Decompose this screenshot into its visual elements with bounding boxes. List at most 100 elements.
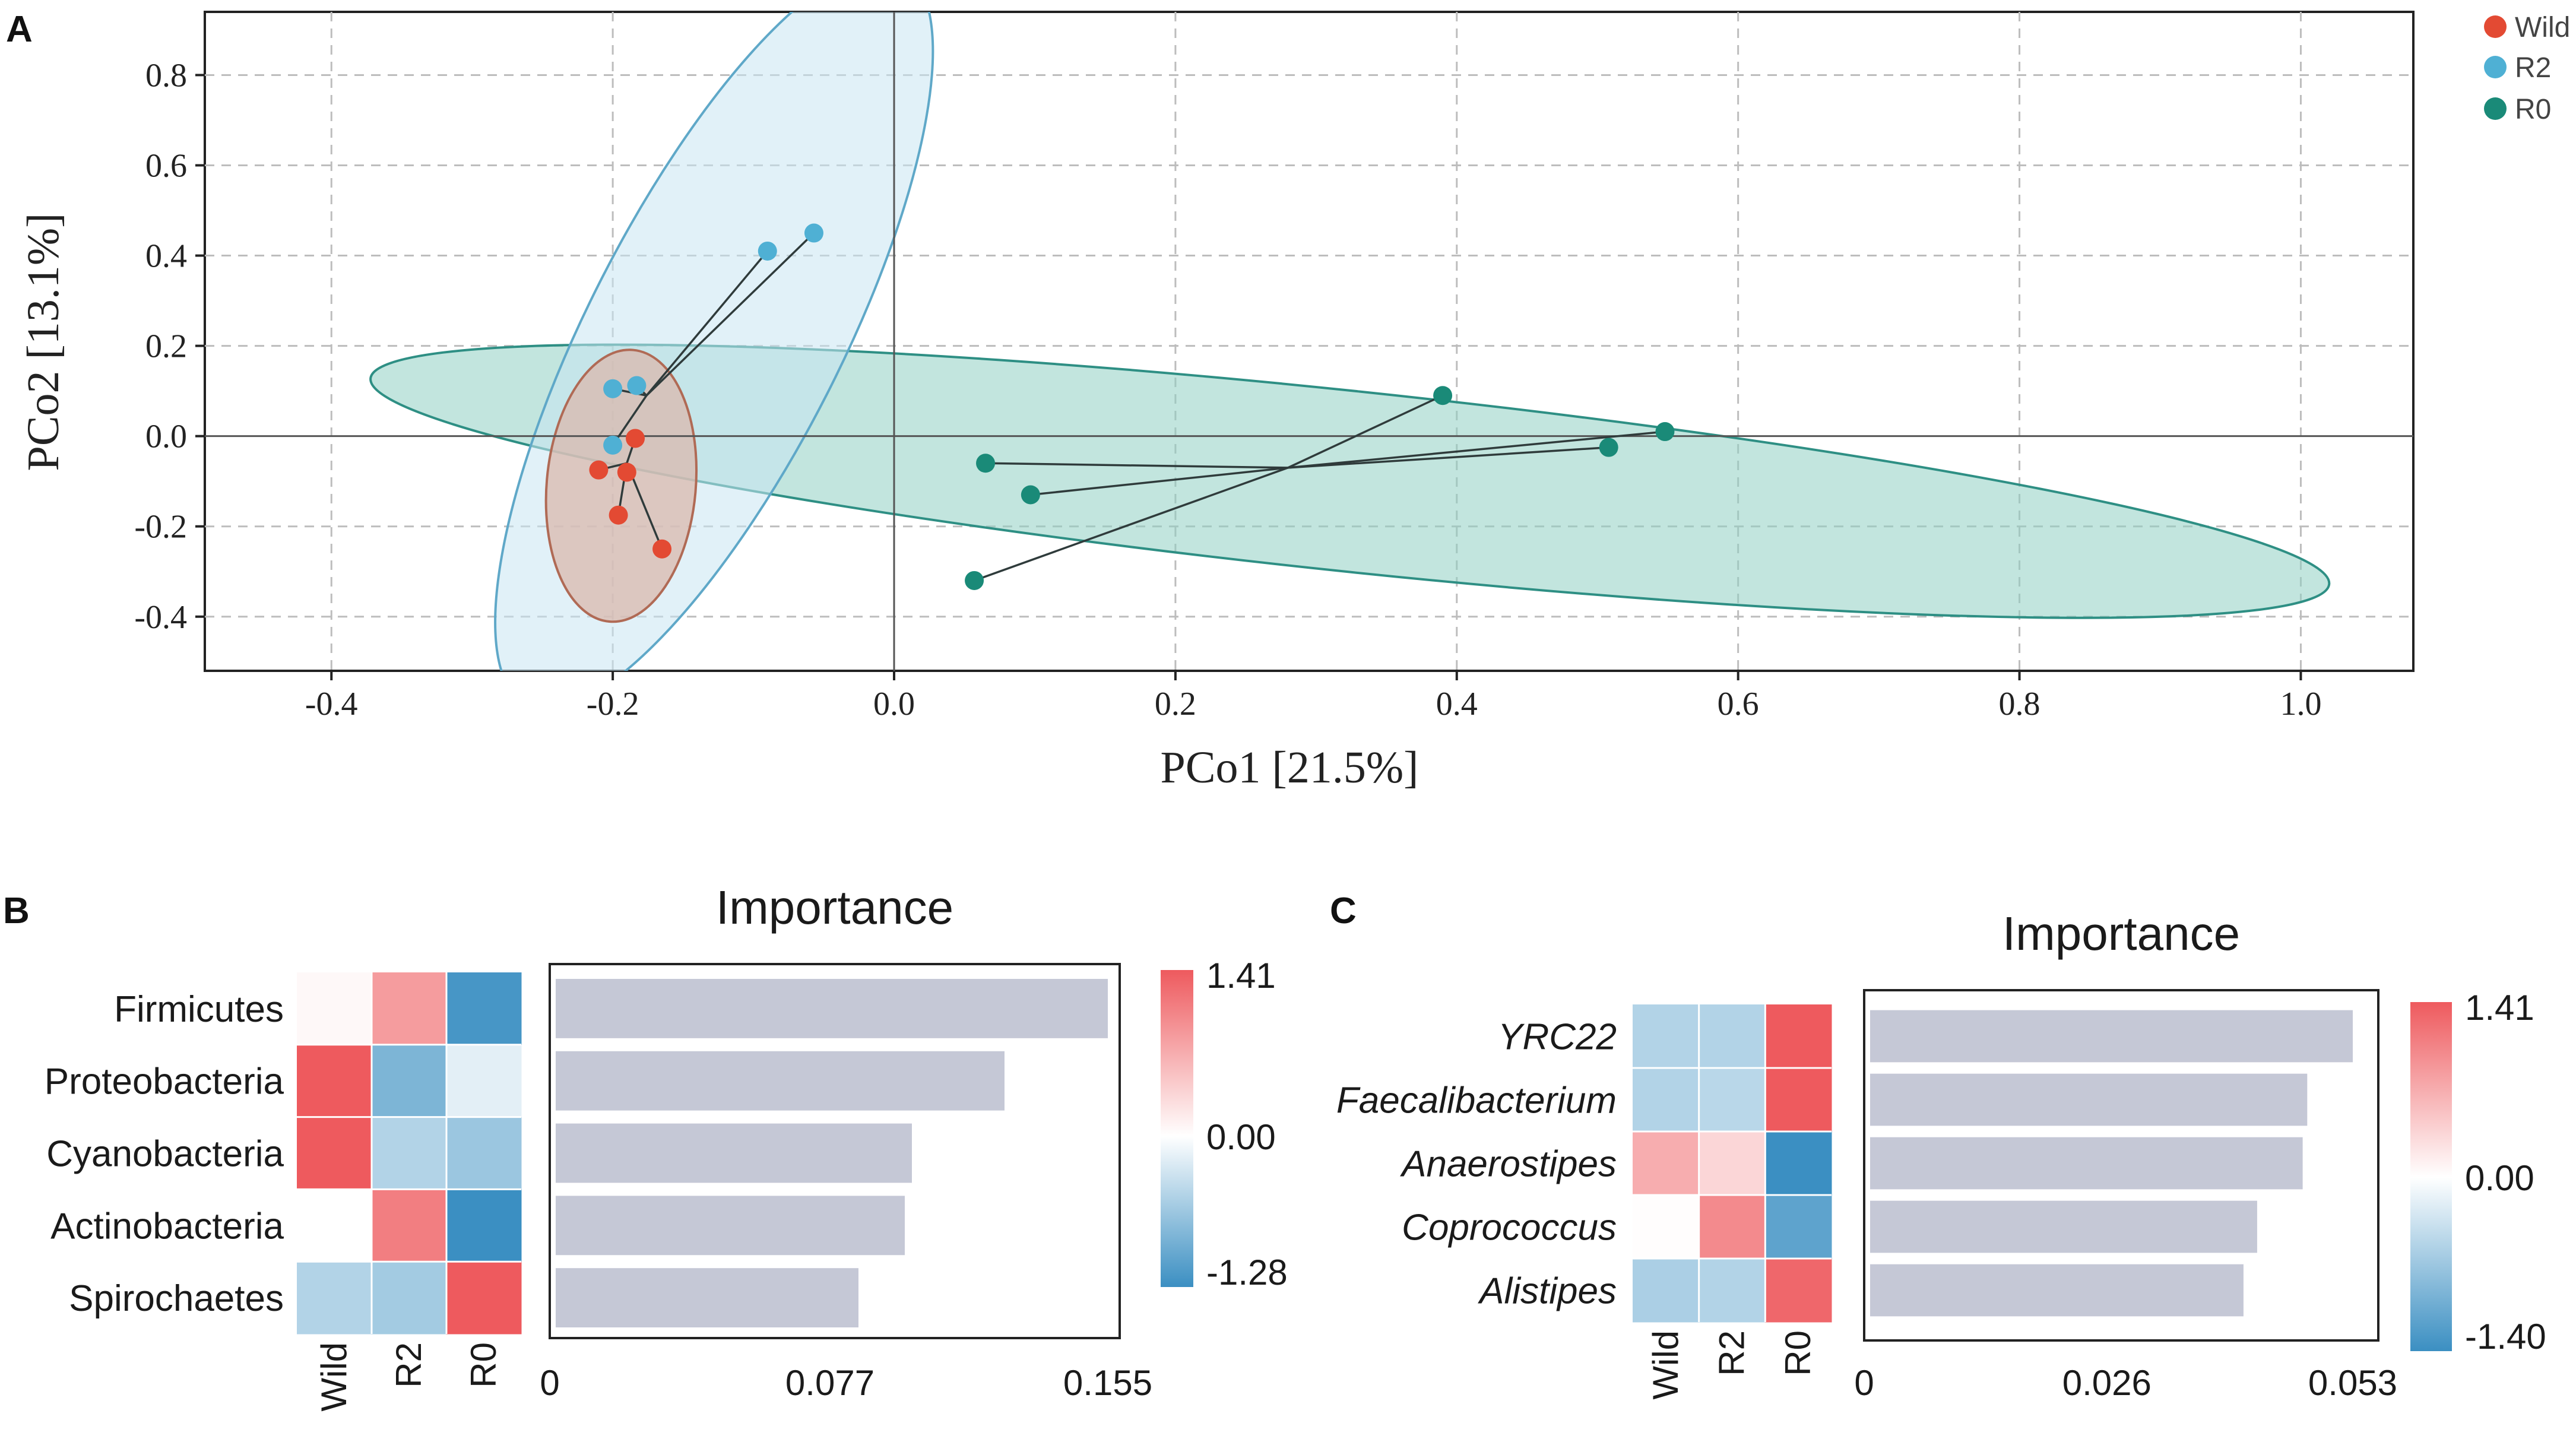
row-label: Coprococcus (1402, 1207, 1617, 1248)
importance-bar (556, 1268, 858, 1328)
color-scale-label: -1.28 (1206, 1253, 1288, 1292)
point-wild (589, 460, 609, 480)
y-tick-label: 0.0 (145, 419, 187, 455)
point-r2 (603, 435, 623, 455)
legend-label-r0: R0 (2515, 94, 2551, 125)
legend-marker-r2 (2484, 56, 2507, 78)
color-scale-label: 1.41 (2465, 988, 2534, 1028)
heatmap-cell (1765, 1068, 1832, 1132)
heatmap-cell (1699, 1259, 1766, 1323)
point-r2 (804, 223, 823, 243)
heatmap-cell (372, 972, 447, 1045)
importance-tick-label: 0 (1854, 1363, 1874, 1403)
color-scale-label: 0.00 (2465, 1158, 2534, 1198)
y-tick-label: 0.8 (145, 57, 187, 94)
x-tick-label: 0.0 (873, 686, 915, 722)
spoke-r0 (974, 467, 1289, 582)
pcoa-y-axis-label: PCo2 [13.1%] (18, 213, 68, 471)
legend-label-r2: R2 (2515, 52, 2551, 84)
row-label: Cyanobacteria (46, 1134, 284, 1175)
heatmap-cell (446, 1189, 522, 1262)
importance-tick-label: 0.155 (1063, 1363, 1152, 1403)
pcoa-x-ticks: -0.4 -0.2 0.0 0.2 0.4 0.6 0.8 1.0 (305, 671, 2321, 722)
row-label: Proteobacteria (45, 1061, 284, 1102)
x-tick-label: -0.4 (305, 686, 358, 722)
importance-bar (556, 1051, 1005, 1111)
heatmap-column-label: Wild (1646, 1330, 1685, 1400)
heatmap-cell (446, 972, 522, 1045)
point-r0 (976, 454, 996, 473)
point-r2 (627, 376, 647, 395)
point-r0 (1655, 422, 1675, 442)
pcoa-legend: Wild R2 R0 (2484, 12, 2570, 125)
heatmap-cell (1765, 1259, 1832, 1323)
pcoa-y-ticks: -0.4 -0.2 0.0 0.2 0.4 0.6 0.8 (134, 57, 205, 636)
y-tick-label: 0.2 (145, 328, 187, 365)
heatmap-column-label: Wild (314, 1342, 354, 1412)
x-tick-label: 0.4 (1436, 686, 1478, 722)
x-tick-label: -0.2 (587, 686, 639, 722)
point-r0 (1021, 485, 1040, 505)
spoke-r2 (645, 232, 815, 397)
importance-bar (1870, 1137, 2303, 1190)
color-scale-label: 0.00 (1206, 1117, 1276, 1157)
pcoa-zero-lines (205, 12, 2413, 671)
importance-tick-label: 0.026 (2062, 1363, 2152, 1403)
color-scale-label: 1.41 (1206, 956, 1276, 996)
importance-bar (1870, 1200, 2257, 1253)
heatmap-cell (1633, 1004, 1700, 1069)
legend-marker-r0 (2484, 97, 2507, 120)
heatmap-cell (1699, 1068, 1766, 1132)
y-tick-label: -0.2 (134, 509, 187, 546)
spoke-r0 (1030, 467, 1288, 496)
heatmap-cell (372, 1189, 447, 1262)
importance-title: Importance (716, 881, 953, 934)
x-tick-label: 0.2 (1155, 686, 1196, 722)
heatmap-cell (297, 1044, 372, 1118)
heatmap-cell (1699, 1004, 1766, 1069)
importance-tick-label: 0.077 (785, 1363, 874, 1403)
importance-title: Importance (2003, 907, 2240, 960)
row-label: YRC22 (1498, 1017, 1617, 1058)
heatmap-cell (297, 1189, 372, 1262)
panel-label-a: A (6, 9, 33, 50)
importance-bar (1870, 1073, 2308, 1126)
importance-bar (1870, 1264, 2244, 1317)
row-label: Alistipes (1477, 1271, 1617, 1312)
importance-bar (556, 1123, 912, 1183)
spoke-r0 (1288, 446, 1609, 469)
point-wild (609, 505, 628, 525)
row-label: Firmicutes (114, 989, 284, 1030)
point-r0 (1599, 438, 1618, 457)
heatmap-cell (446, 1261, 522, 1335)
heatmap-column-label: R2 (389, 1342, 429, 1388)
point-wild (626, 429, 645, 448)
point-r2 (758, 241, 777, 261)
spoke-r0 (1288, 430, 1665, 469)
heatmap-cell (1699, 1131, 1766, 1196)
row-label: Spirochaetes (69, 1278, 284, 1319)
heatmap-column-label: R0 (1778, 1330, 1818, 1376)
heatmap-cell (1633, 1195, 1700, 1259)
heatmap-cell (1699, 1195, 1766, 1259)
x-tick-label: 0.8 (1999, 686, 2040, 722)
heatmap-column-label: R0 (464, 1342, 503, 1388)
point-r2 (603, 379, 623, 398)
y-tick-label: 0.6 (145, 147, 187, 184)
heatmap-cell (372, 1117, 447, 1190)
panel-label-b: B (3, 890, 30, 931)
heatmap-cell (1765, 1195, 1832, 1259)
importance-panel-genus: YRC22 Faecalibacterium Anaerostipes Coproco… (1336, 907, 2546, 1403)
row-label: Anaerostipes (1399, 1144, 1617, 1185)
heatmap-cell (446, 1044, 522, 1118)
heatmap-cell (1633, 1131, 1700, 1196)
heatmap-cell (1633, 1259, 1700, 1323)
importance-bar (556, 978, 1108, 1038)
heatmap-cell (1765, 1131, 1832, 1196)
color-scale-bar (2410, 1002, 2452, 1351)
heatmap-cell (372, 1044, 447, 1118)
point-wild (652, 539, 672, 559)
row-label: Actinobacteria (50, 1206, 284, 1247)
pcoa-plot: -0.4 -0.2 0.0 0.2 0.4 0.6 0.8 1.0 -0.4 -0.2 0.0 0.… (18, 11, 2570, 793)
color-scale-label: -1.40 (2465, 1317, 2546, 1356)
